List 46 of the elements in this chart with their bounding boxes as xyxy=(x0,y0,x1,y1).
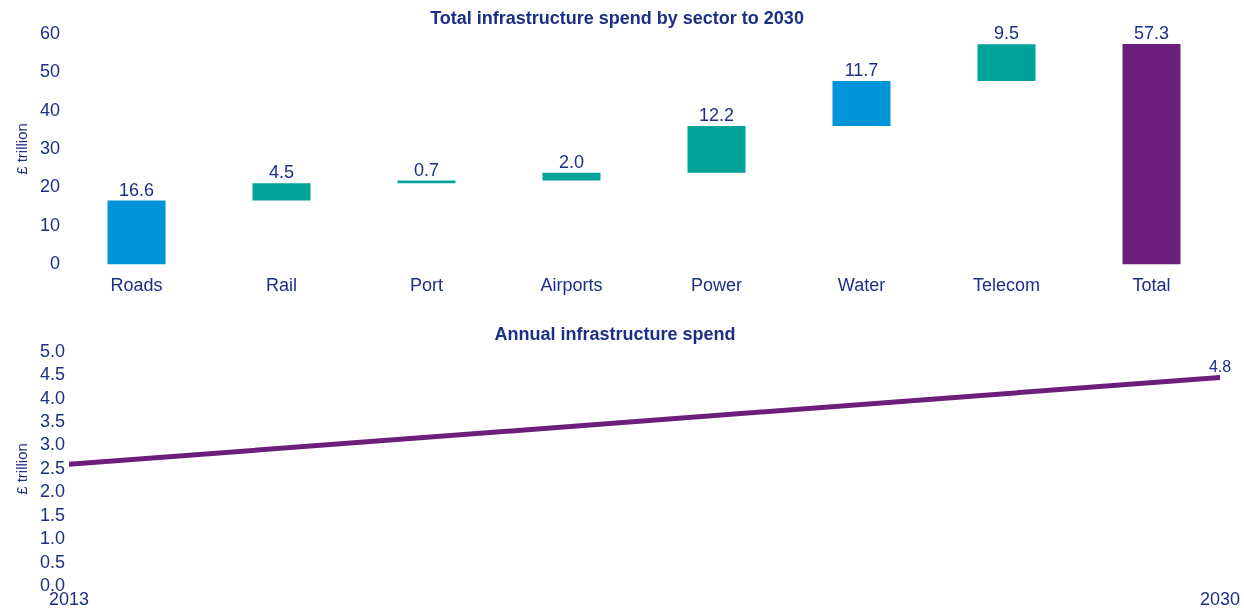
annotation: 4.8 xyxy=(1208,357,1232,375)
bar xyxy=(832,80,891,126)
data-label: 57.3 xyxy=(1133,22,1170,43)
chart-title: Annual infrastructure spend xyxy=(494,323,736,344)
data-label: 0.7 xyxy=(414,159,440,180)
y-tick-label: 3.5 xyxy=(39,411,66,432)
y-tick-label: 5.0 xyxy=(39,340,66,361)
bar xyxy=(107,200,166,265)
y-axis-title: £ trillion xyxy=(13,443,31,495)
y-tick-label: 0 xyxy=(50,253,61,274)
y-tick-label: 60 xyxy=(39,22,61,43)
bar xyxy=(542,172,601,181)
y-tick-label: 4.0 xyxy=(39,387,66,408)
data-label: 4.5 xyxy=(269,162,295,183)
x-tick-label: Port xyxy=(410,275,444,296)
y-tick-label: 10 xyxy=(39,214,61,235)
bar xyxy=(252,183,311,201)
bar xyxy=(687,125,746,173)
data-label: 16.6 xyxy=(119,179,155,200)
x-tick-label: Telecom xyxy=(972,275,1041,296)
x-tick-label: Roads xyxy=(110,275,163,296)
y-tick-label: 50 xyxy=(39,61,61,82)
x-tick-label: Airports xyxy=(540,275,603,296)
y-tick-label: 2.0 xyxy=(39,481,66,502)
y-tick-label: 40 xyxy=(39,99,61,120)
x-tick-label: Power xyxy=(690,275,743,296)
y-tick-label: 4.5 xyxy=(39,364,66,385)
data-label: 12.2 xyxy=(698,104,735,125)
y-tick-label: 0.5 xyxy=(39,551,66,572)
x-tick-label: Total xyxy=(1132,275,1171,296)
data-label: 2.0 xyxy=(559,151,585,172)
bar xyxy=(977,44,1036,81)
y-tick-label: 30 xyxy=(39,137,61,158)
y-tick-label: 1.5 xyxy=(39,504,66,525)
y-axis-title: £ trillion xyxy=(13,123,31,175)
x-tick-label: Rail xyxy=(266,275,298,296)
y-tick-label: 20 xyxy=(39,176,61,197)
x-tick-label: Water xyxy=(837,275,886,296)
data-label: 9.5 xyxy=(993,23,1020,44)
y-tick-label: 2.5 xyxy=(39,457,66,478)
chart-title: Total infrastructure spend by sector to 2030 xyxy=(430,7,804,28)
y-tick-label: 1.0 xyxy=(39,528,66,549)
data-label: 11.7 xyxy=(844,59,879,80)
y-tick-label: 3.0 xyxy=(39,434,66,455)
bar xyxy=(1122,43,1181,265)
x-tick-label: 2030 xyxy=(1199,589,1241,610)
